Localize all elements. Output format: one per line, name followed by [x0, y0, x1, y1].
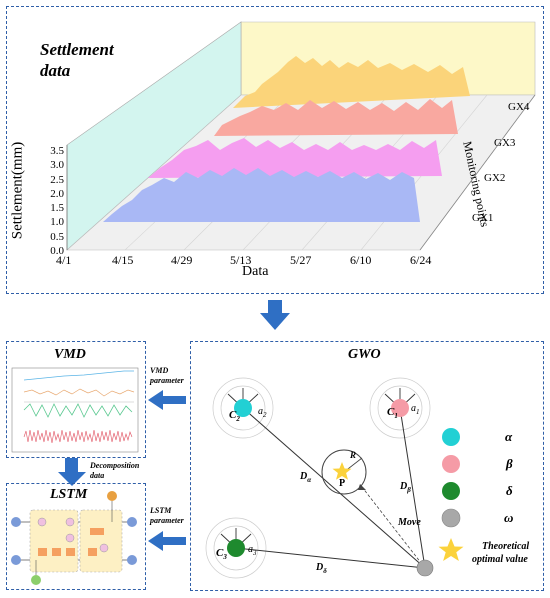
settlement-title-line1: Settlement: [40, 40, 114, 59]
legend-beta-label: β: [506, 456, 513, 471]
y-tick-labels: 3.5 3.0 2.5 2.0 1.5 1.0 0.5 0.0: [30, 144, 64, 258]
move-label: Move: [398, 517, 421, 528]
down-arrow-top: [260, 300, 290, 330]
lstm-param-label-1: LSTM: [150, 506, 172, 515]
prey-label: P: [339, 478, 346, 489]
legend-delta-dot: [442, 482, 460, 500]
x-tick-4-15: 4/15: [112, 253, 134, 267]
series-label-gx2: GX2: [484, 172, 506, 184]
gwo-panel: [190, 341, 544, 591]
y-tick: 3.0: [50, 159, 64, 172]
decomposition-arrow: [58, 458, 86, 486]
lstm-panel: [6, 483, 146, 590]
wolf-beta-a-label: a1: [411, 403, 420, 416]
wolf-delta-rings: [205, 517, 267, 579]
y-tick: 2.0: [50, 187, 64, 200]
wolf-omega-dot: [416, 559, 434, 577]
wolf-delta-a-label: a3: [248, 544, 257, 557]
d-delta-label: Dδ: [316, 562, 327, 575]
vmd-parameter-arrow: [148, 390, 186, 410]
legend-star-label-1: Theoretical: [482, 541, 530, 552]
series-gx3-ribbon: [214, 99, 458, 136]
wolf-beta-dot: [391, 399, 409, 417]
gwo-title: GWO: [348, 347, 381, 362]
settlement-panel: [6, 6, 544, 294]
lstm-param-label-2: parameter: [150, 516, 184, 525]
wolf-alpha-rings: [212, 377, 274, 439]
y-axis-label: Settlement(mm): [9, 141, 26, 240]
wolf-delta-c-label: C3: [216, 547, 227, 562]
series-gx4-ribbon: [233, 56, 470, 108]
vmd-panel: [6, 341, 146, 458]
legend-omega-dot: [441, 508, 461, 528]
x-tick-6-24: 6/24: [410, 253, 432, 267]
x-tick-4-1: 4/1: [56, 253, 72, 267]
wolf-beta-rings: [369, 377, 431, 439]
x-tick-6-10: 6/10: [350, 253, 372, 267]
radius-label: R: [350, 450, 357, 460]
wolf-alpha-c-label: C2: [229, 409, 240, 424]
d-beta-label: Dβ: [400, 481, 411, 494]
wolf-beta-c-label: C1: [387, 406, 398, 421]
legend-star-label-2: optimal value: [472, 554, 528, 565]
series-label-gx3: GX3: [494, 137, 516, 149]
decomposition-label-1: Decomposition: [90, 461, 140, 470]
wolf-delta-dot: [227, 539, 245, 557]
legend-star: [438, 538, 464, 561]
lstm-parameter-arrow: [148, 531, 186, 551]
series-label-gx4: GX4: [508, 101, 530, 113]
vmd-param-label-1: VMD: [150, 366, 169, 375]
y-tick: 0.5: [50, 230, 64, 243]
prey-star: [332, 462, 352, 480]
x-axis-label: Data: [242, 264, 269, 279]
wolf-alpha-a-label: a2: [258, 406, 267, 419]
series-gx1-ribbon: [103, 168, 420, 222]
lstm-title: LSTM: [50, 487, 88, 502]
legend-alpha-dot: [442, 428, 460, 446]
y-tick: 2.5: [50, 173, 64, 186]
x-tick-4-29: 4/29: [171, 253, 193, 267]
vmd-thumbnail: [11, 367, 139, 453]
series-label-gx1: GX1: [472, 212, 494, 224]
legend-delta-label: δ: [506, 483, 513, 498]
settlement-title-line2: data: [40, 61, 71, 80]
vmd-title: VMD: [54, 347, 86, 362]
legend-alpha-label: α: [505, 429, 513, 444]
lstm-schematic: [11, 491, 137, 585]
series-gx2-ribbon: [148, 138, 442, 178]
decomposition-label-2: data: [90, 471, 105, 480]
legend-omega-label: ω: [504, 510, 514, 525]
wolf-alpha-dot: [234, 399, 252, 417]
x-tick-5-27: 5/27: [290, 253, 312, 267]
y-tick: 0.0: [50, 245, 64, 258]
d-alpha-label: Dα: [300, 471, 312, 484]
y-tick: 1.5: [50, 202, 64, 215]
legend-beta-dot: [442, 455, 460, 473]
y-tick: 1.0: [50, 216, 64, 229]
x-tick-5-13: 5/13: [230, 253, 252, 267]
vmd-param-label-2: parameter: [150, 376, 184, 385]
y-tick: 3.5: [50, 145, 64, 157]
gwo-diagram: [205, 377, 464, 579]
